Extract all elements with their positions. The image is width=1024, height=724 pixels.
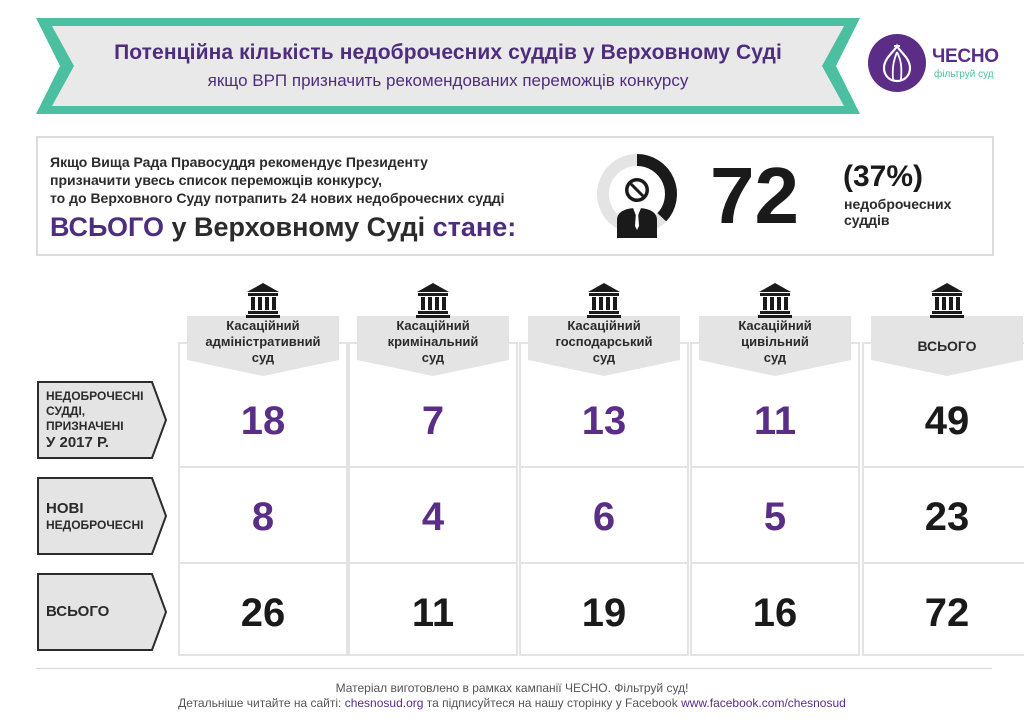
summary-total-sentence: ВСЬОГО у Верховному Суді стане: (50, 212, 516, 243)
table-cell: 5 (763, 494, 787, 539)
table-cell: 72 (924, 590, 970, 635)
table-cell: 23 (924, 494, 970, 539)
column-header-line: суд (251, 350, 275, 365)
total-percent: (37%) (843, 160, 924, 193)
percent-label: недоброчесних суддів (844, 196, 984, 228)
ribbon-shape (36, 18, 860, 114)
table-cell: 18 (240, 398, 286, 443)
row-label-line: НЕДОБРОЧЕСНІ (46, 388, 144, 403)
row-label-line: СУДДІ, (46, 403, 86, 418)
table-cell: 6 (592, 494, 616, 539)
summary-word-becomes: стане: (432, 212, 517, 242)
row-label: НОВІ НЕДОБРОЧЕСНІ (36, 476, 168, 556)
courthouse-icon (584, 280, 624, 320)
column-header-line: ВСЬОГО (917, 338, 977, 354)
site-link[interactable]: chesnosud.org (344, 696, 424, 710)
column-header: ВСЬОГО (871, 316, 1023, 376)
table-cell: 4 (421, 494, 445, 539)
row-label-line: ВСЬОГО (46, 603, 110, 620)
courthouse-icon (413, 280, 453, 320)
footer-text-b: та підписуйтеся на нашу сторінку у Faceb… (423, 696, 682, 710)
column-header-line: Касаційний (396, 318, 470, 333)
judge-ring-icon (592, 152, 682, 247)
table-cell: 19 (581, 590, 627, 635)
facebook-link[interactable]: www.facebook.com/chesnosud (681, 696, 846, 710)
column-header: Касаційний кримінальний суд (357, 316, 509, 376)
row-label-line: НЕДОБРОЧЕСНІ (46, 517, 144, 532)
table-cell: 11 (411, 590, 455, 635)
column-header-line: суд (763, 350, 787, 365)
courthouse-icon (927, 280, 967, 320)
summary-box: Якщо Вища Рада Правосуддя рекомендує Пре… (36, 136, 994, 256)
row-label: НЕДОБРОЧЕСНІ СУДДІ, ПРИЗНАЧЕНІ У 2017 Р. (36, 380, 168, 460)
page-title: Потенційна кількість недоброчесних судді… (114, 41, 782, 64)
column-header-line: Касаційний (226, 318, 300, 333)
table-cell: 13 (581, 398, 627, 443)
table-cell: 11 (753, 398, 797, 443)
table-cell: 7 (421, 398, 445, 443)
summary-line-3: то до Верховного Суду потрапить 24 нових… (50, 190, 505, 206)
garlic-icon (868, 34, 926, 92)
row-label: ВСЬОГО (36, 572, 168, 652)
chesno-logo[interactable]: ЧЕСНО фільтруй суд (868, 34, 1008, 94)
table-cell: 16 (752, 590, 798, 635)
column-header-line: цивільний (741, 334, 809, 349)
column-header-line: адміністративний (205, 334, 321, 349)
row-label-line: ПРИЗНАЧЕНІ (46, 418, 124, 433)
column-header: Касаційний господарський суд (528, 316, 680, 376)
summary-phrase: у Верховному Суді (163, 212, 433, 242)
courthouse-icon (243, 280, 283, 320)
table-cell: 8 (251, 494, 275, 539)
logo-name: ЧЕСНО (932, 46, 999, 67)
percent-label-line-1: недоброчесних (844, 196, 952, 212)
column-header: Касаційний цивільний суд (699, 316, 851, 376)
column-header-line: кримінальний (387, 334, 479, 349)
footer-line-1: Матеріал виготовлено в рамках кампанії Ч… (335, 681, 689, 695)
footer-text-a: Детальніше читайте на сайті: (178, 696, 345, 710)
courthouse-icon (755, 280, 795, 320)
header-banner: Потенційна кількість недоброчесних судді… (36, 18, 860, 114)
row-label-line: НОВІ (46, 499, 84, 517)
column-header-line: Касаційний (567, 318, 641, 333)
row-label-line: У 2017 Р. (46, 433, 109, 451)
column-header-line: суд (421, 350, 445, 365)
table-cell: 49 (924, 398, 970, 443)
table-cell: 26 (240, 590, 286, 635)
column-header-line: суд (592, 350, 616, 365)
column-header-line: господарський (555, 334, 653, 349)
summary-line-1: Якщо Вища Рада Правосуддя рекомендує Пре… (50, 154, 428, 170)
page-subtitle: якщо ВРП призначить рекомендованих перем… (207, 71, 689, 90)
logo-tagline: фільтруй суд (934, 69, 994, 80)
column-header: Касаційний адміністративний суд (187, 316, 339, 376)
footer-line-2: Детальніше читайте на сайті: chesnosud.o… (0, 696, 1024, 710)
summary-word-total: ВСЬОГО (50, 212, 164, 242)
footer-divider (36, 668, 992, 669)
total-count: 72 (710, 151, 799, 240)
summary-line-2: призначити увесь список переможців конку… (50, 172, 382, 188)
percent-label-line-2: суддів (844, 212, 890, 228)
column-header-line: Касаційний (738, 318, 812, 333)
